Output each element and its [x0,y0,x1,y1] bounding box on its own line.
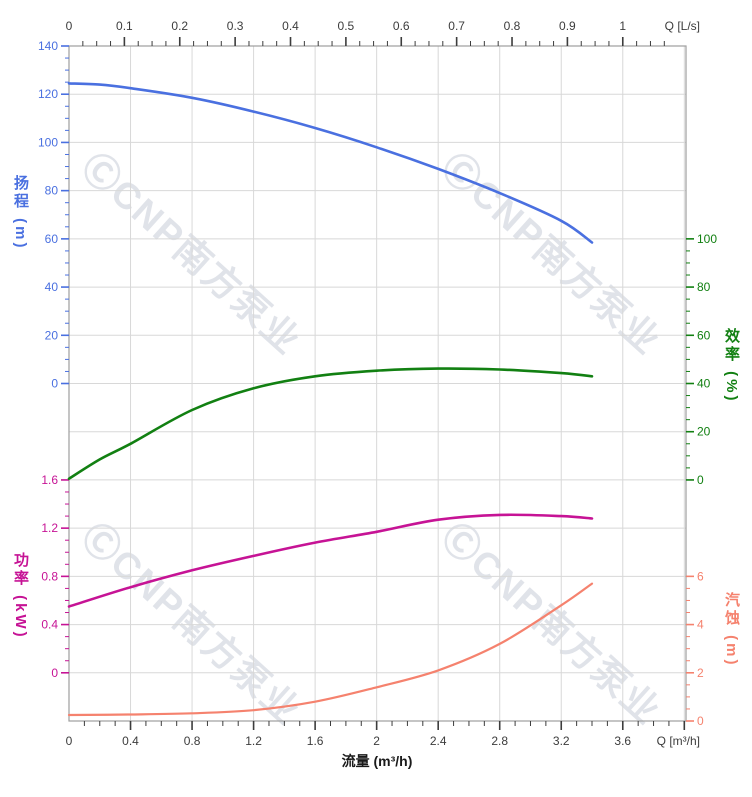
power-tick-label: 1.6 [41,473,58,487]
top-axis: 0 0.1 0.2 0.3 0.4 0.5 0.6 0.7 0.8 0.9 1 Q [L/s] [66,19,700,46]
lps-tick-label: 0.4 [282,19,299,33]
head-tick-label: 80 [45,184,59,198]
npsh-curve [67,582,594,717]
head-axis-title: 扬程 (m) [12,175,29,251]
lps-tick-label: 0.1 [116,19,133,33]
npsh-tick-label: 4 [697,618,704,632]
lps-tick-label: 0.6 [393,19,410,33]
power-tick-label: 0.4 [41,618,58,632]
lps-tick-label: 1 [619,19,626,33]
npsh-tick-label: 0 [697,714,704,728]
head-tick-label: 140 [38,39,58,53]
lps-tick-label: 0.5 [338,19,355,33]
flow-tick-label: 0 [66,734,73,748]
head-tick-label: 40 [45,280,59,294]
head-tick-label: 100 [38,135,58,149]
efficiency-axis: 100 80 60 40 20 0 [686,232,717,487]
flow-tick-label: 2.8 [491,734,508,748]
lps-tick-label: 0.9 [559,19,576,33]
flow-tick-label: 0.4 [122,734,139,748]
head-tick-label: 60 [45,232,59,246]
lps-unit-label: Q [L/s] [665,19,700,33]
lps-tick-label: 0 [66,19,73,33]
power-curve [67,513,594,608]
efficiency-tick-label: 20 [697,425,711,439]
efficiency-tick-label: 100 [697,232,717,246]
flow-axis-title: 流量 (m³/h) [341,753,413,769]
npsh-axis-title: 汽蚀 (m) [723,592,740,668]
head-tick-label: 0 [51,377,58,391]
power-axis-title: 功率 (kW) [12,552,29,640]
flow-tick-label: 3.6 [614,734,631,748]
power-tick-label: 0.8 [41,569,58,583]
npsh-axis: 6 4 2 0 [686,569,704,728]
flow-unit-label: Q [m³/h] [657,734,700,748]
npsh-tick-label: 2 [697,666,704,680]
head-tick-label: 120 [38,87,58,101]
efficiency-tick-label: 40 [697,377,711,391]
power-tick-label: 1.2 [41,521,58,535]
flow-tick-label: 2.4 [430,734,447,748]
head-curve [67,82,594,244]
flow-tick-label: 2 [373,734,380,748]
efficiency-tick-label: 0 [697,473,704,487]
head-tick-label: 20 [45,328,59,342]
flow-tick-label: 1.2 [245,734,262,748]
lps-tick-label: 0.3 [227,19,244,33]
lps-tick-label: 0.7 [448,19,465,33]
efficiency-curve [67,367,594,480]
npsh-tick-label: 6 [697,569,704,583]
lps-tick-label: 0.8 [504,19,521,33]
bottom-axis: 0 0.4 0.8 1.2 1.6 2 2.4 2.8 3.2 3.6 Q [m³/h] [66,721,700,748]
flow-tick-label: 1.6 [307,734,324,748]
lps-tick-label: 0.2 [171,19,188,33]
flow-tick-label: 3.2 [553,734,570,748]
power-axis: 1.6 1.2 0.8 0.4 0 [41,473,69,680]
flow-tick-label: 0.8 [184,734,201,748]
efficiency-axis-title: 效率 (%) [723,328,740,404]
efficiency-tick-label: 60 [697,328,711,342]
head-axis: 140 120 100 80 60 40 20 0 [38,39,69,391]
efficiency-tick-label: 80 [697,280,711,294]
power-tick-label: 0 [51,666,58,680]
